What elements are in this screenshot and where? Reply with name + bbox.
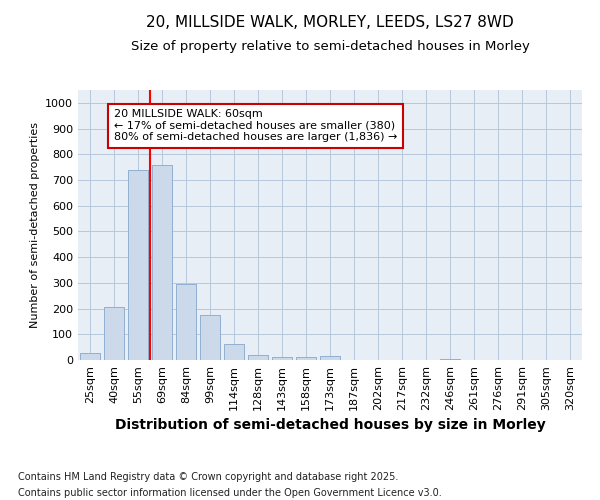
Bar <box>296 357 316 360</box>
Bar <box>272 356 292 360</box>
Bar <box>176 284 196 360</box>
Bar <box>224 344 244 360</box>
Text: Contains public sector information licensed under the Open Government Licence v3: Contains public sector information licen… <box>18 488 442 498</box>
Bar <box>80 353 100 360</box>
Text: Size of property relative to semi-detached houses in Morley: Size of property relative to semi-detach… <box>131 40 529 53</box>
Bar <box>128 170 148 360</box>
Bar <box>104 308 124 360</box>
Bar <box>248 356 268 360</box>
Text: 20 MILLSIDE WALK: 60sqm
← 17% of semi-detached houses are smaller (380)
80% of s: 20 MILLSIDE WALK: 60sqm ← 17% of semi-de… <box>114 110 397 142</box>
Bar <box>440 358 460 360</box>
Y-axis label: Number of semi-detached properties: Number of semi-detached properties <box>29 122 40 328</box>
Bar <box>320 356 340 360</box>
Bar <box>152 165 172 360</box>
Bar <box>200 315 220 360</box>
X-axis label: Distribution of semi-detached houses by size in Morley: Distribution of semi-detached houses by … <box>115 418 545 432</box>
Text: 20, MILLSIDE WALK, MORLEY, LEEDS, LS27 8WD: 20, MILLSIDE WALK, MORLEY, LEEDS, LS27 8… <box>146 15 514 30</box>
Text: Contains HM Land Registry data © Crown copyright and database right 2025.: Contains HM Land Registry data © Crown c… <box>18 472 398 482</box>
